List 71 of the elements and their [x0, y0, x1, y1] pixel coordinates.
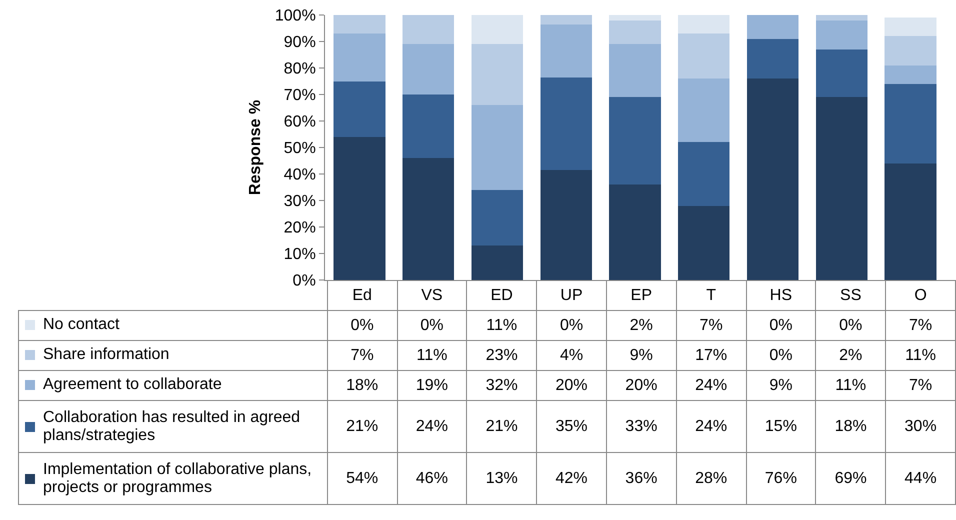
data-label: 33%: [606, 400, 676, 452]
data-label: 24%: [397, 400, 467, 452]
data-label: 30%: [886, 400, 956, 452]
data-label: 0%: [536, 310, 606, 340]
x-tick-label: O: [886, 280, 956, 310]
data-label: 11%: [886, 340, 956, 370]
data-label: 24%: [676, 400, 746, 452]
data-label: 20%: [536, 370, 606, 400]
y-tick-label: 30%: [284, 193, 316, 210]
data-label: 15%: [746, 400, 816, 452]
x-tick-label: UP: [536, 280, 606, 310]
data-label: 20%: [606, 370, 676, 400]
x-tick-label: HS: [746, 280, 816, 310]
data-label: 0%: [397, 310, 467, 340]
y-axis-title: Response %: [246, 100, 264, 196]
data-label: 32%: [466, 370, 537, 400]
data-label: 18%: [327, 370, 398, 400]
y-tick-label: 90%: [284, 34, 316, 52]
data-label: 11%: [397, 340, 467, 370]
legend-label: No contact: [43, 316, 120, 334]
data-label: 0%: [746, 340, 816, 370]
y-tick-label: 50%: [284, 140, 316, 158]
data-label: 13%: [466, 452, 537, 504]
data-label: 7%: [327, 340, 398, 370]
data-label: 69%: [816, 452, 886, 504]
data-label: 2%: [606, 310, 676, 340]
y-tick-label: 20%: [284, 220, 316, 237]
data-label: 44%: [886, 452, 956, 504]
x-tick-label: ED: [466, 280, 537, 310]
data-label: 35%: [536, 400, 606, 452]
data-label: 7%: [886, 310, 956, 340]
y-tick-label: 0%: [292, 272, 316, 290]
data-label: 11%: [466, 310, 537, 340]
data-label: 21%: [466, 400, 537, 452]
data-label: 24%: [676, 370, 746, 400]
data-label: 9%: [746, 370, 816, 400]
y-tick-label: 40%: [284, 166, 316, 184]
data-label: 17%: [676, 340, 746, 370]
data-label: 21%: [327, 400, 398, 452]
data-label: 0%: [746, 310, 816, 340]
x-tick-label: EP: [606, 280, 676, 310]
data-label: 0%: [327, 310, 398, 340]
data-label: 9%: [606, 340, 676, 370]
data-label: 54%: [327, 452, 398, 504]
data-label: 18%: [816, 400, 886, 452]
legend-label: Implementation of collaborative plans, projects or programmes: [43, 460, 313, 496]
data-label: 7%: [886, 370, 956, 400]
x-tick-label: Ed: [327, 280, 398, 310]
x-tick-label: SS: [816, 280, 886, 310]
y-tick-label: 10%: [284, 246, 316, 264]
data-label: 46%: [397, 452, 467, 504]
data-label: 2%: [816, 340, 886, 370]
legend-label: Collaboration has resulted in agreed plans/strategies: [43, 408, 302, 444]
data-label: 0%: [816, 310, 886, 340]
data-label: 11%: [816, 370, 886, 400]
data-label: 19%: [397, 370, 467, 400]
data-label: 23%: [466, 340, 537, 370]
y-tick-label: 60%: [284, 114, 316, 131]
data-label: 36%: [606, 452, 676, 504]
y-tick-label: 70%: [284, 87, 316, 104]
data-label: 76%: [746, 452, 816, 504]
y-tick-label: 100%: [274, 8, 316, 25]
data-label: 28%: [676, 452, 746, 504]
legend-label: Share information: [43, 346, 170, 364]
legend-label: Agreement to collaborate: [43, 376, 222, 394]
data-label: 4%: [536, 340, 606, 370]
data-label: 42%: [536, 452, 606, 504]
data-label: 7%: [676, 310, 746, 340]
y-tick-label: 80%: [284, 60, 316, 78]
x-tick-label: T: [676, 280, 746, 310]
x-tick-label: VS: [397, 280, 467, 310]
